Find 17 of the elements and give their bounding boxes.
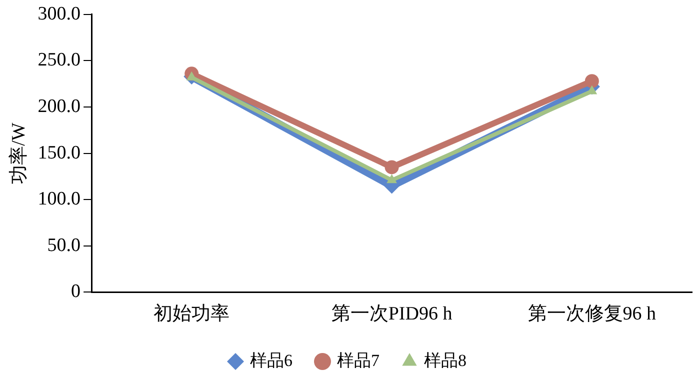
y-axis-title: 功率/W <box>7 122 30 184</box>
x-tick-label: 初始功率 <box>154 302 230 325</box>
point <box>386 174 397 184</box>
legend-label: 样品7 <box>337 350 380 370</box>
y-tick-label: 0 <box>71 281 81 302</box>
point <box>584 74 599 88</box>
y-tick-label: 200.0 <box>38 96 81 117</box>
y-tick-label: 250.0 <box>38 50 81 71</box>
x-tick-label: 第一次修复96 h <box>528 304 657 325</box>
legend-label: 样品6 <box>250 350 292 370</box>
y-tick-label: 50.0 <box>47 234 81 256</box>
y-tick-label: 150.0 <box>38 142 81 164</box>
point <box>384 160 399 174</box>
legend-label: 样品8 <box>424 350 466 370</box>
y-tick-label: 300.0 <box>38 3 81 24</box>
y-tick-label: 100.0 <box>38 188 81 210</box>
x-tick-label: 第一次PID96 h <box>331 304 453 325</box>
